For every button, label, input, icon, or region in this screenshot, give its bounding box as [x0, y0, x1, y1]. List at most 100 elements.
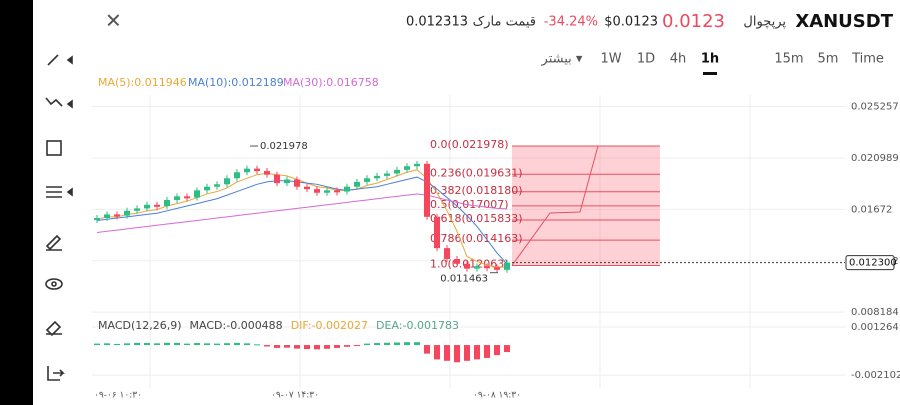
macd-bar — [424, 345, 430, 354]
macd-bar — [94, 343, 100, 346]
candle — [174, 196, 180, 200]
candle — [344, 186, 350, 192]
contract: پرپچوال — [743, 15, 786, 30]
y-tick-label: 0.008184 — [851, 307, 899, 318]
candle — [154, 204, 160, 207]
low-label: 0.011463 — [440, 274, 488, 285]
macd-bar — [194, 343, 200, 346]
candle — [504, 262, 510, 270]
change: -34.24% — [544, 15, 598, 30]
last-price-box — [845, 255, 895, 271]
macd-bar — [454, 345, 460, 363]
visibility-tool[interactable] — [45, 278, 63, 290]
candle — [444, 248, 450, 259]
ma-line — [96, 193, 508, 233]
candle — [314, 189, 320, 193]
macd-bar — [224, 343, 230, 346]
candle — [114, 214, 120, 217]
candle — [254, 168, 260, 172]
macd-legend: DEA:-0.001783 — [376, 319, 459, 332]
x-tick-label: ۰۹-۰۸ ۱۹:۳۰ — [473, 391, 521, 401]
candle — [454, 258, 460, 264]
fib-label: 0.0(0.021978) — [430, 138, 509, 151]
candle — [414, 163, 420, 167]
candle — [244, 168, 250, 173]
candle — [214, 184, 220, 187]
candle — [234, 172, 240, 179]
candle — [374, 175, 380, 179]
y-tick-label: -0.002102 — [851, 370, 900, 381]
macd-bar — [434, 345, 440, 360]
candle — [224, 178, 230, 185]
multi-line-tool[interactable] — [45, 97, 63, 107]
tab[interactable]: Time — [851, 52, 884, 67]
exit-tool[interactable] — [47, 366, 65, 381]
candle — [364, 178, 370, 182]
macd-bar — [274, 345, 280, 348]
tab[interactable]: بیشتر ▾ — [541, 52, 583, 67]
macd-bar — [104, 343, 110, 346]
last-price-label: 0.012300 — [849, 258, 897, 269]
tab[interactable]: 5m — [818, 52, 839, 67]
candle — [484, 266, 490, 269]
tab[interactable]: 1D — [637, 52, 655, 67]
macd-bar — [124, 343, 130, 346]
close-button[interactable]: ✕ — [105, 9, 122, 33]
macd-bar — [384, 342, 390, 346]
macd-bar — [464, 345, 470, 361]
tab[interactable]: 15m — [774, 52, 803, 67]
macd-bar — [214, 343, 220, 346]
macd-bar — [174, 342, 180, 346]
fib-label: 0.382(0.018180) — [430, 184, 523, 197]
macd-bar — [324, 345, 330, 349]
candle — [184, 196, 190, 199]
y-tick-label: 0.001264 — [851, 322, 899, 333]
candle — [464, 263, 470, 269]
tab[interactable]: 4h — [670, 52, 687, 67]
macd-legend: DIF:-0.002027 — [291, 319, 368, 332]
tab-underline — [703, 72, 717, 75]
candle — [104, 214, 110, 219]
y-tick-label: 0.025257 — [851, 102, 899, 113]
line-tool[interactable] — [47, 54, 59, 66]
eraser-tool[interactable] — [45, 320, 62, 337]
macd-bar — [314, 345, 320, 350]
shape-tool[interactable] — [46, 140, 62, 156]
tab[interactable]: 1W — [600, 52, 621, 67]
tab[interactable]: 1h — [701, 52, 719, 67]
fib-label: 0.786(0.014163) — [430, 232, 523, 245]
macd-bar — [284, 345, 290, 348]
candle — [164, 199, 170, 206]
macd-bar — [254, 344, 260, 346]
projection-line — [511, 145, 599, 266]
macd-bar — [484, 345, 490, 358]
mark-price: 0.012313 — [406, 15, 468, 30]
toolbar — [45, 54, 73, 381]
candle — [474, 266, 480, 269]
ma-legend: MA(10):0.012189 — [188, 76, 284, 89]
macd-bar — [304, 345, 310, 350]
macd-legend: MACD:-0.000488 — [190, 319, 283, 332]
macd-bar — [404, 342, 410, 346]
fib-label: 0.618(0.015833) — [430, 212, 523, 225]
candle — [494, 267, 500, 270]
ma-line — [96, 176, 508, 265]
macd-bar — [154, 343, 160, 346]
pen-tool[interactable] — [45, 234, 62, 251]
candle — [284, 179, 290, 184]
macd-bar — [244, 343, 250, 346]
macd-bar — [114, 343, 120, 346]
macd-bar — [364, 343, 370, 346]
candle — [404, 166, 410, 170]
ma-line — [96, 169, 508, 268]
candle — [324, 190, 330, 193]
x-tick-label: ۰۹-۰۷ ۱۴:۳۰ — [271, 391, 319, 401]
x-tick-label: ۰۹-۰۶ ۱۰:۳۰ — [94, 391, 142, 401]
candle — [274, 174, 280, 184]
bezel — [0, 0, 33, 405]
macd-bar — [294, 345, 300, 349]
y-tick-label: 0.020989 — [851, 153, 899, 164]
macd-bar — [164, 342, 170, 346]
fib-tool[interactable] — [46, 186, 62, 198]
